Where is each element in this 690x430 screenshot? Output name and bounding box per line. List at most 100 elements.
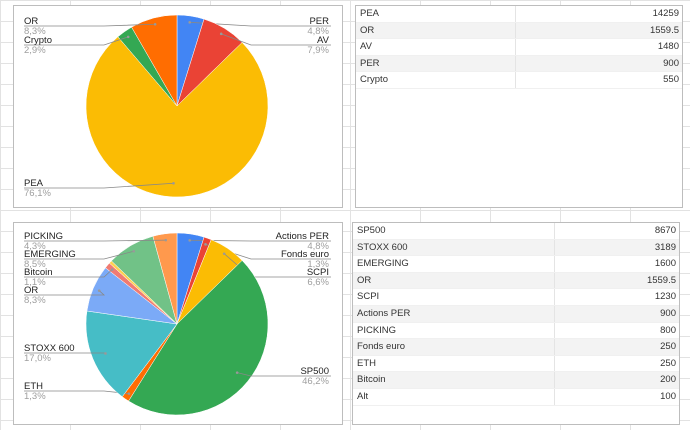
leader-line	[24, 182, 174, 189]
pie-slice-stoxx-600[interactable]	[85, 310, 178, 398]
pie-chart-detail[interactable]: Actions PER 4,8% Fonds euro 1,3% SCPI 6,6% SP5…	[13, 222, 343, 425]
slice-name: Crypto	[24, 35, 52, 46]
cell-value[interactable]: 3189	[654, 241, 676, 253]
slice-percent: 8,5%	[24, 259, 46, 270]
cell-value[interactable]: 200	[660, 374, 676, 386]
slice-name: OR	[24, 285, 39, 296]
leader-dot	[164, 238, 167, 242]
slice-label: OR 8,3%	[24, 17, 46, 37]
slice-name: ETH	[24, 381, 43, 392]
leader-line	[221, 33, 331, 46]
cell-value[interactable]: 800	[660, 324, 676, 336]
slice-label: STOXX 600 17,0%	[24, 344, 75, 364]
leader-dot	[104, 352, 107, 355]
slice-label: Actions PER 4,8%	[276, 232, 329, 252]
cell-label[interactable]: AV	[356, 39, 516, 55]
pie-svg	[24, 14, 331, 198]
slice-percent: 8,3%	[24, 26, 46, 37]
table-row: Bitcoin 200	[353, 372, 679, 389]
leader-line	[24, 36, 129, 46]
slice-percent: 1,3%	[24, 391, 46, 402]
table-row: STOXX 600 3189	[353, 239, 679, 257]
slice-percent: 1,1%	[24, 277, 46, 288]
slice-label: OR 8,3%	[24, 286, 46, 306]
leader-dot	[235, 371, 239, 374]
slice-name: AV	[317, 35, 329, 46]
cell-label[interactable]: SP500	[353, 223, 555, 239]
slice-name: EMERGING	[24, 249, 76, 260]
leader-line	[24, 250, 134, 260]
table-row: OR 1559.5	[353, 272, 679, 290]
slice-percent: 6,6%	[307, 277, 329, 288]
slice-percent: 76,1%	[24, 188, 51, 199]
cell-label[interactable]: SCPI	[353, 289, 555, 305]
slice-name: SCPI	[306, 267, 329, 278]
cell-value[interactable]: 100	[660, 390, 676, 402]
pie-svg	[24, 232, 331, 416]
slice-name: PER	[309, 16, 329, 27]
slice-label: AV 7,9%	[307, 36, 329, 56]
slice-name: Fonds euro	[280, 249, 329, 260]
cell-value[interactable]: 900	[663, 57, 679, 69]
cell-value[interactable]: 1480	[657, 41, 679, 53]
cell-value[interactable]: 1600	[654, 258, 676, 270]
slice-label: Bitcoin 1,1%	[24, 268, 53, 288]
cell-value[interactable]: 8670	[654, 225, 676, 236]
cell-label[interactable]: STOXX 600	[353, 239, 555, 256]
cell-label[interactable]: Bitcoin	[353, 372, 555, 388]
slice-percent: 46,2%	[302, 376, 329, 387]
table-row: Crypto 550	[356, 72, 682, 89]
leader-line	[24, 239, 166, 242]
slice-label: Fonds euro 1,3%	[281, 250, 329, 270]
leader-dot	[132, 249, 136, 253]
slice-percent: 1,3%	[307, 259, 329, 270]
cell-value[interactable]: 1559.5	[649, 24, 679, 36]
slice-percent: 4,8%	[307, 241, 329, 252]
cell-value[interactable]: 900	[660, 307, 676, 319]
cell-label[interactable]: EMERGING	[353, 256, 555, 272]
cell-label[interactable]: PEA	[356, 6, 516, 22]
cell-value[interactable]: 1230	[654, 291, 676, 303]
table-row: PEA 14259	[356, 6, 682, 23]
cell-label[interactable]: PER	[356, 55, 516, 72]
cell-value[interactable]: 250	[660, 357, 676, 369]
cell-label[interactable]: Crypto	[356, 72, 516, 88]
table-row: PER 900	[356, 55, 682, 73]
slice-label: SP500 46,2%	[300, 367, 329, 387]
cell-value[interactable]: 250	[660, 341, 676, 353]
pie-slice-picking[interactable]	[152, 232, 178, 325]
pie-slice-or[interactable]	[131, 14, 178, 107]
cell-value[interactable]: 14259	[652, 8, 679, 19]
table-row: Actions PER 900	[353, 305, 679, 323]
cell-label[interactable]: Actions PER	[353, 305, 555, 322]
pie-slice-sp500[interactable]	[128, 260, 269, 416]
leader-line	[24, 23, 156, 27]
slice-name: Bitcoin	[24, 267, 53, 278]
table-row: Alt 100	[353, 388, 679, 406]
cell-value[interactable]: 1559.5	[646, 274, 676, 286]
slice-name: SP500	[300, 366, 329, 377]
slice-percent: 17,0%	[24, 353, 51, 364]
cell-label[interactable]: Alt	[353, 388, 555, 405]
slice-label: ETH 1,3%	[24, 382, 46, 402]
cell-label[interactable]: OR	[356, 22, 516, 39]
cell-label[interactable]: Fonds euro	[353, 339, 555, 355]
cell-value[interactable]: 550	[663, 74, 679, 86]
table-row: AV 1480	[356, 39, 682, 56]
table-row: SCPI 1230	[353, 289, 679, 306]
table-row: Fonds euro 250	[353, 339, 679, 356]
cell-label[interactable]: OR	[353, 272, 555, 289]
slice-name: STOXX 600	[24, 343, 75, 354]
pie-chart-allocation[interactable]: PER 4,8% AV 7,9% PEA 76,1% Crypto 2,9% OR 8,3%	[13, 5, 343, 208]
slice-label: Crypto 2,9%	[24, 36, 52, 56]
table-row: OR 1559.5	[356, 22, 682, 40]
cell-label[interactable]: PICKING	[353, 322, 555, 339]
cell-label[interactable]: ETH	[353, 355, 555, 372]
pie-slice-pea[interactable]	[85, 36, 269, 198]
leader-dot	[222, 252, 226, 256]
leader-dot	[204, 243, 207, 246]
table-detail: SP500 8670 STOXX 600 3189 EMERGING 1600 OR 1559…	[352, 222, 680, 425]
slice-label: PER 4,8%	[307, 17, 329, 37]
slice-label: SCPI 6,6%	[307, 268, 329, 288]
leader-dot	[172, 181, 175, 185]
